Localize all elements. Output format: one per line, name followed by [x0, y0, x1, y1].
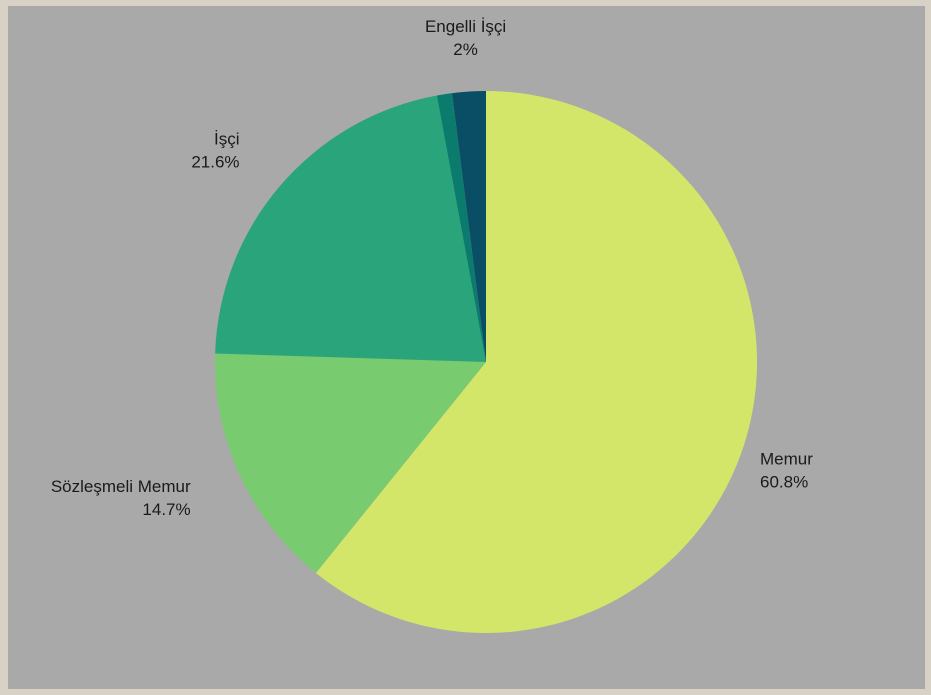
- slice-label-engelli-isci: Engelli İşçi 2%: [425, 17, 506, 59]
- pie-slices: [215, 91, 758, 633]
- pie-slice-engelli-isci: [452, 91, 486, 362]
- slice-name-label: Engelli İşçi: [425, 17, 506, 36]
- pie-slice-sozlesmeli-memur: [215, 353, 486, 573]
- pie-slice-memur: [315, 91, 758, 633]
- slice-percent-label: 14.7%: [142, 500, 190, 519]
- slice-name-label: İşçi: [214, 130, 240, 149]
- pie-labels: Memur 60.8% Sözleşmeli Memur 14.7% İşçi 21.6%…: [51, 17, 813, 519]
- slice-name-label: Sözleşmeli Memur: [51, 477, 191, 496]
- slice-percent-label: 60.8%: [760, 473, 808, 492]
- pie-slice-isci: [215, 95, 486, 362]
- slice-label-isci: İşçi 21.6%: [191, 130, 239, 172]
- slice-label-sozlesmeli-memur: Sözleşmeli Memur 14.7%: [51, 477, 191, 519]
- slice-name-label: Memur: [760, 450, 813, 469]
- slice-label-memur: Memur 60.8%: [760, 450, 813, 492]
- slice-percent-label: 2%: [453, 40, 478, 59]
- pie-slice-slice-3: [436, 93, 486, 363]
- slice-percent-label: 21.6%: [191, 153, 239, 172]
